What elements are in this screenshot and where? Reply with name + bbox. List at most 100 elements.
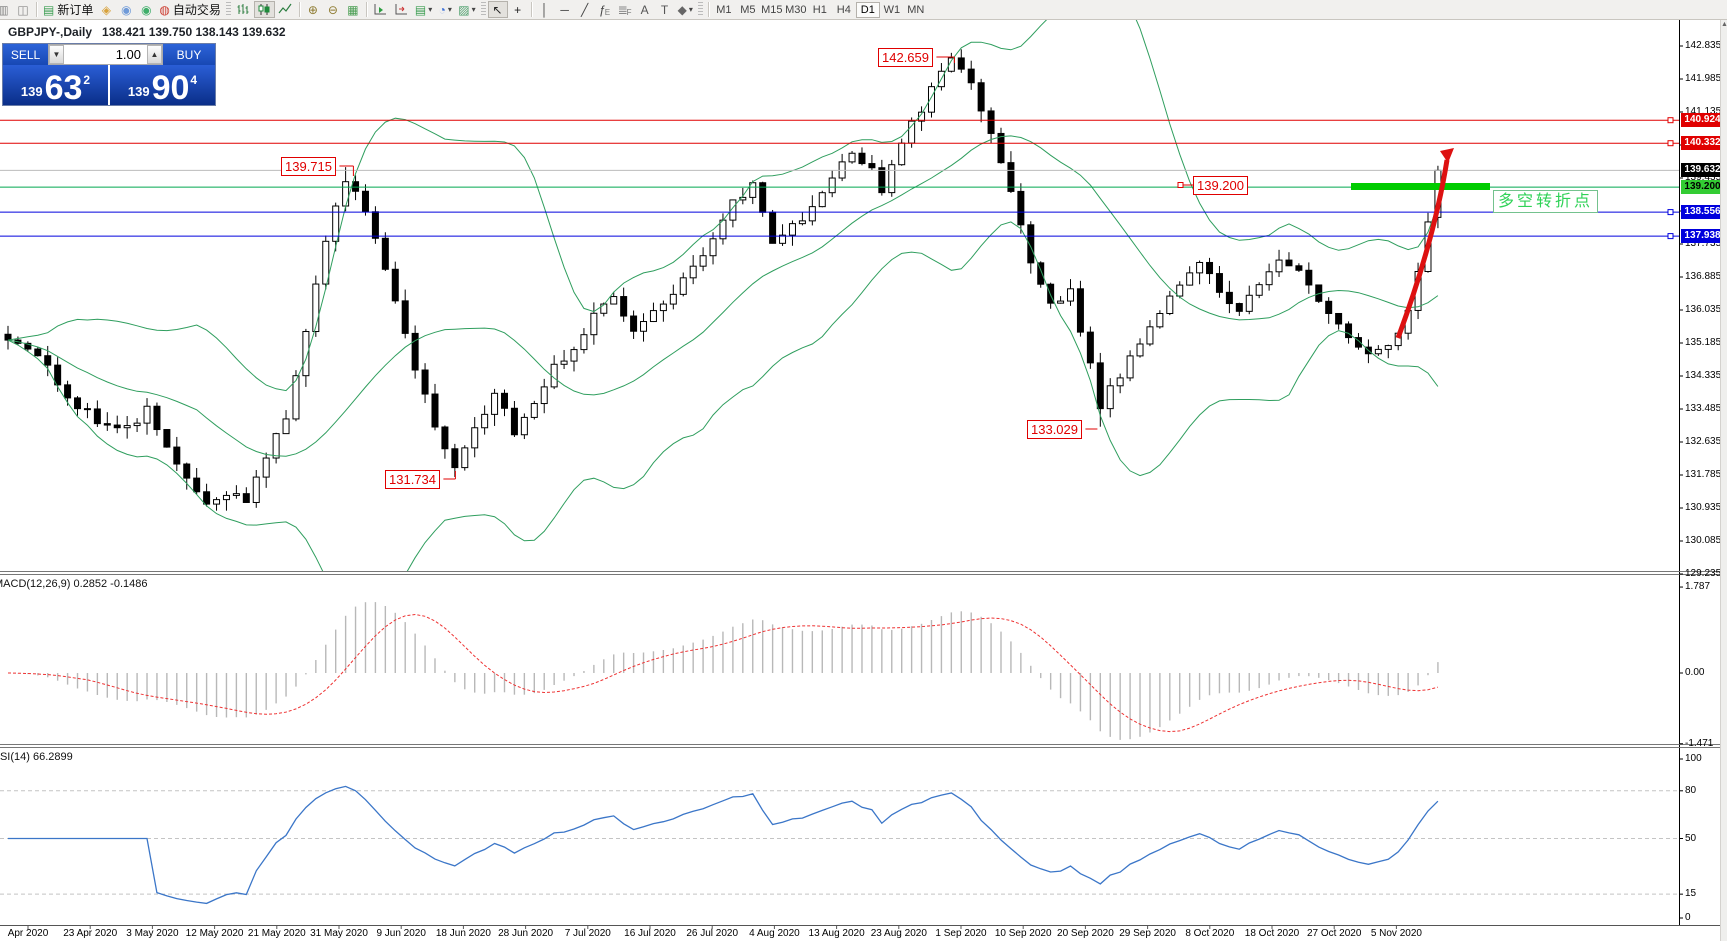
date-axis-label: 12 May 2020: [185, 928, 244, 939]
volume-stepper: ▼ 1.00 ▲: [48, 44, 163, 65]
price-tag: 140.924: [1681, 113, 1724, 128]
price-tag: 137.938: [1681, 229, 1724, 244]
price-axis-tick: 141.135: [1685, 106, 1722, 117]
zoom-in-icon[interactable]: ⊕: [307, 2, 318, 17]
price-axis-tick: 141.985: [1685, 73, 1722, 84]
sell-price-big: 63: [44, 69, 83, 107]
price-callout[interactable]: 142.659: [878, 48, 933, 67]
text-label-icon[interactable]: T: [660, 2, 669, 17]
crosshair-icon[interactable]: +: [514, 2, 522, 17]
price-tag: 139.200: [1681, 180, 1724, 195]
date-axis-label: 23 Aug 2020: [870, 928, 927, 939]
autotrading-icon[interactable]: ◍ 自动交易: [159, 2, 221, 18]
timeframe-button-h1[interactable]: H1: [812, 3, 827, 16]
price-axis-tick: 136.035: [1685, 304, 1722, 315]
chart-shift-icon[interactable]: [391, 1, 412, 18]
sell-button[interactable]: SELL: [3, 44, 48, 65]
volume-increase-button[interactable]: ▲: [147, 45, 162, 64]
toolbar-separator: [36, 2, 37, 17]
price-axis-tick: 135.185: [1685, 337, 1722, 348]
templates-icon[interactable]: ▨ ▾: [458, 2, 476, 17]
rsi-label: RSI(14) 66.2899: [0, 751, 73, 763]
open-data-window-icon[interactable]: ▥: [0, 1, 13, 18]
buy-button[interactable]: BUY: [163, 44, 215, 65]
arrows-icon[interactable]: ◆ ▾: [677, 2, 693, 17]
timeframe-button-mn[interactable]: MN: [907, 3, 925, 16]
date-axis-label: 7 Jul 2020: [564, 928, 611, 939]
price-callout[interactable]: 131.734: [385, 470, 440, 489]
price-tag: 138.556: [1681, 205, 1724, 220]
line-chart-type-icon[interactable]: [275, 1, 296, 18]
new-chart-profile-icon[interactable]: ◫: [17, 2, 29, 17]
price-callout[interactable]: 139.200: [1193, 176, 1248, 195]
timeframe-button-m15[interactable]: M15: [761, 3, 783, 16]
price-tag: 139.632: [1681, 163, 1724, 178]
new-order-icon[interactable]: ▤ 新订单: [43, 2, 94, 18]
price-callout[interactable]: 139.715: [281, 157, 336, 176]
market-book-icon[interactable]: ◈: [101, 2, 111, 17]
horizontal-line-icon[interactable]: ─: [560, 2, 569, 17]
bar-chart-type-icon[interactable]: [233, 1, 254, 18]
periods-icon[interactable]: ◔ ▾: [438, 2, 452, 17]
price-callout[interactable]: 133.029: [1027, 420, 1082, 439]
rsi-axis-tick: 0: [1685, 912, 1691, 923]
one-click-trading-widget: SELL ▼ 1.00 ▲ BUY 139 63 2 139 90 4: [2, 43, 216, 106]
rsi-axis-tick: 50: [1685, 832, 1697, 844]
indicators-list-icon[interactable]: ▤ ▾: [414, 2, 433, 17]
price-axis-tick: 130.085: [1685, 535, 1722, 546]
price-axis-tick: 129.235: [1685, 568, 1722, 579]
date-axis-label: 18 Jun 2020: [435, 928, 491, 939]
toolbar-grip: [697, 2, 703, 17]
timeframe-button-h4[interactable]: H4: [836, 3, 851, 16]
candlestick-chart-type-icon[interactable]: [253, 1, 275, 18]
date-axis-label: 18 Oct 2020: [1244, 928, 1300, 939]
community-icon[interactable]: ◉: [121, 2, 132, 17]
timeframe-button-m5[interactable]: M5: [740, 3, 756, 16]
buy-price-big: 90: [151, 69, 190, 107]
date-axis-label: 5 Nov 2020: [1370, 928, 1422, 939]
top-toolbar: ▥ ◫ ▤新订单 ◈ ◉ ◉ ◍自动交易 ⊕ ⊖ ▦ ▤▾ ◔▾ ▨▾ ↖ + │ ─ ╱ ƒE ≣F AT ◆▾ M1 M5…: [0, 0, 1727, 20]
fibonacci-icon[interactable]: ≣ F: [617, 2, 632, 17]
toolbar-separator: [298, 2, 300, 17]
vertical-scrollbar[interactable]: ▲: [1720, 19, 1727, 941]
vertical-line-icon[interactable]: │: [540, 2, 549, 17]
signals-icon[interactable]: ◉: [141, 2, 152, 17]
sell-price-button[interactable]: 139 63 2: [3, 65, 108, 105]
volume-input[interactable]: 1.00: [64, 45, 147, 64]
auto-scroll-icon[interactable]: [370, 1, 391, 18]
price-axis-tick: 133.485: [1685, 403, 1722, 414]
tile-windows-icon[interactable]: ▦: [347, 2, 359, 17]
date-axis-label: 27 Oct 2020: [1306, 928, 1362, 939]
date-axis-label: 23 Apr 2020: [63, 928, 118, 939]
zoom-out-icon[interactable]: ⊖: [327, 2, 338, 17]
volume-decrease-button[interactable]: ▼: [49, 45, 64, 64]
sell-price-sup: 2: [83, 73, 91, 87]
price-axis-tick: 134.335: [1685, 370, 1722, 381]
rsi-axis-tick: 100: [1685, 753, 1702, 764]
date-axis-label: 20 Sep 2020: [1057, 928, 1114, 939]
date-axis-label: 29 Sep 2020: [1119, 928, 1176, 939]
timeframe-button-m1[interactable]: M1: [716, 3, 732, 16]
buy-price-prefix: 139: [127, 84, 150, 99]
text-icon[interactable]: A: [640, 2, 649, 17]
price-axis-tick: 132.635: [1685, 436, 1722, 447]
note-text[interactable]: 多空转折点: [1493, 190, 1599, 213]
timeframe-button-w1[interactable]: W1: [883, 3, 901, 16]
toolbar-separator: [707, 2, 709, 17]
buy-price-button[interactable]: 139 90 4: [110, 65, 215, 105]
timeframe-button-d1[interactable]: D1: [855, 1, 880, 18]
buy-price-sup: 4: [190, 73, 198, 87]
cursor-icon[interactable]: ↖: [487, 1, 508, 18]
timeframe-button-m30[interactable]: M30: [785, 3, 807, 16]
chart-title-ohlc: 138.421 139.750 138.143 139.632: [102, 25, 286, 39]
toolbar-separator: [365, 2, 367, 17]
trendline-icon[interactable]: ╱: [580, 2, 589, 17]
date-axis-label: 1 Sep 2020: [935, 928, 987, 939]
rsi-axis-tick: 15: [1685, 888, 1697, 900]
scroll-up-icon[interactable]: ▲: [1721, 21, 1727, 28]
price-axis-tick: 130.935: [1685, 502, 1722, 513]
price-tag: 140.332: [1681, 136, 1724, 151]
toolbar-separator: [530, 2, 532, 17]
